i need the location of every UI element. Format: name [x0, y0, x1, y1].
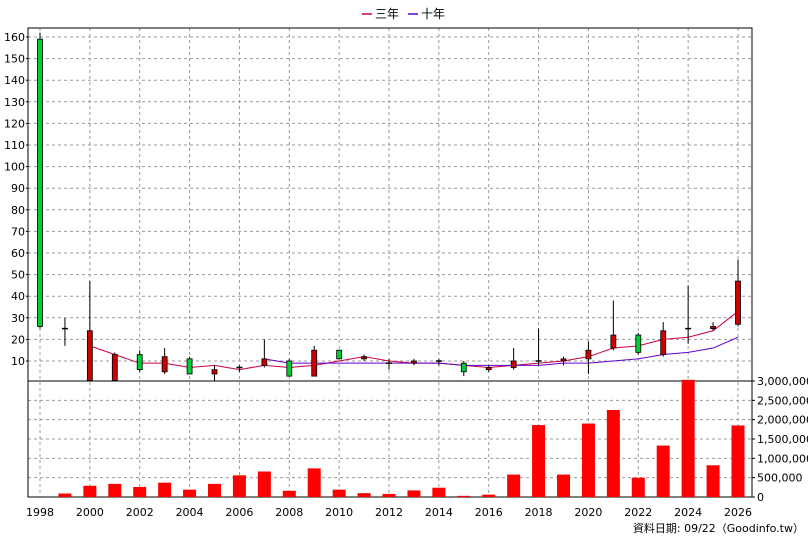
- volume-bar-2002: [133, 486, 147, 497]
- candle-body-2004: [186, 358, 193, 375]
- volume-bar-2019: [557, 474, 570, 497]
- candle-body-2000: [86, 330, 93, 381]
- price-tick-label: 110: [4, 139, 25, 152]
- volume-bar-2005: [208, 483, 221, 497]
- volume-bar-2015: [457, 495, 471, 497]
- volume-bar-2023: [656, 445, 670, 497]
- volume-bar-2000: [83, 485, 97, 497]
- volume-bar-2004: [183, 489, 197, 497]
- volume-tick-label: 3,000,000: [757, 375, 808, 388]
- x-tick-label: 2000: [76, 506, 104, 519]
- candle-body-2003: [161, 356, 168, 373]
- volume-bar-2024: [681, 379, 695, 497]
- price-tick-label: 30: [11, 312, 25, 325]
- volume-bar-2009: [307, 468, 321, 497]
- candle-body-2008: [286, 360, 293, 377]
- price-tick-label: 60: [11, 247, 25, 260]
- x-tick-label: 2018: [525, 506, 553, 519]
- volume-bar-2001: [108, 483, 122, 497]
- price-tick-label: 70: [11, 225, 25, 238]
- candle-body-2023: [660, 330, 667, 355]
- legend-label-十年: 十年: [421, 7, 445, 21]
- x-tick-label: 2008: [275, 506, 303, 519]
- x-tick-label: 2016: [475, 506, 503, 519]
- volume-bar-2006: [232, 475, 246, 497]
- price-tick-label: 10: [11, 355, 25, 368]
- x-tick-label: 2022: [624, 506, 652, 519]
- price-tick-label: 100: [4, 161, 25, 174]
- x-tick-label: 1998: [26, 506, 54, 519]
- volume-bars: [58, 379, 745, 497]
- price-tick-label: 120: [4, 117, 25, 130]
- volume-bar-2025: [706, 465, 720, 497]
- volume-tick-label: 1,000,000: [757, 452, 808, 465]
- volume-bar-2022: [631, 477, 645, 497]
- grid-lines: [28, 28, 752, 497]
- x-tick-label: 2010: [325, 506, 353, 519]
- price-tick-label: 20: [11, 333, 25, 346]
- footer-source: 資料日期: 09/22（Goodinfo.tw）: [633, 521, 804, 535]
- candle-body-2007: [261, 358, 268, 366]
- volume-tick-label: 2,000,000: [757, 414, 808, 427]
- volume-bar-1999: [58, 493, 72, 497]
- candle-body-2013: [411, 360, 417, 364]
- candle-body-2015: [460, 362, 467, 373]
- volume-bar-2017: [507, 474, 521, 497]
- candle-body-2019: [560, 358, 567, 362]
- candle-body-2009: [311, 349, 318, 377]
- volume-tick-label: 2,500,000: [757, 394, 808, 407]
- volume-tick-label: 1,500,000: [757, 433, 808, 446]
- candle-body-2020: [585, 349, 592, 360]
- volume-tick-label: 0: [757, 491, 764, 504]
- price-tick-label: 130: [4, 96, 25, 109]
- candle-body-2017: [510, 360, 517, 368]
- candlesticks: [37, 32, 741, 381]
- volume-bar-2007: [257, 471, 271, 497]
- volume-bar-2026: [731, 425, 745, 497]
- volume-bar-2012: [382, 493, 396, 497]
- candle-body-2016: [485, 367, 492, 371]
- price-tick-label: 50: [11, 269, 25, 282]
- legend-label-三年: 三年: [375, 7, 399, 21]
- x-tick-label: 2026: [724, 506, 752, 519]
- x-tick-label: 2014: [425, 506, 453, 519]
- price-tick-label: 90: [11, 182, 25, 195]
- volume-bar-2016: [482, 494, 496, 497]
- tick-labels: 10 20 30 40 50 60 70 80 90 100 110 120 130 140 150 160 0…: [4, 31, 808, 519]
- price-tick-label: 160: [4, 31, 25, 44]
- x-tick-label: 2002: [126, 506, 154, 519]
- volume-tick-label: 500,000: [757, 472, 803, 485]
- candle-body-2022: [635, 334, 642, 353]
- volume-bar-2013: [407, 490, 421, 497]
- candle-body-2026: [735, 280, 741, 325]
- volume-bar-2018: [532, 425, 546, 497]
- volume-bar-2010: [332, 489, 346, 497]
- x-tick-label: 2024: [674, 506, 702, 519]
- candle-body-1998: [37, 38, 43, 327]
- price-tick-label: 40: [11, 290, 25, 303]
- x-tick-label: 2006: [225, 506, 253, 519]
- legend: 三年 十年: [362, 7, 445, 21]
- volume-bar-2014: [432, 487, 446, 497]
- volume-bar-2021: [606, 410, 620, 497]
- volume-bar-2008: [282, 490, 296, 497]
- candle-body-2002: [136, 354, 143, 371]
- candle-body-2011: [361, 356, 367, 360]
- candle-body-2005: [211, 369, 218, 375]
- volume-bar-2003: [158, 482, 172, 497]
- candle-body-2010: [336, 349, 343, 360]
- x-tick-label: 2020: [574, 506, 602, 519]
- volume-bar-2011: [357, 493, 371, 497]
- ma-line-十年: [264, 336, 739, 366]
- volume-bar-2020: [581, 423, 595, 497]
- x-tick-label: 2012: [375, 506, 403, 519]
- candle-body-2025: [710, 326, 716, 330]
- x-tick-label: 2004: [176, 506, 204, 519]
- candle-body-2021: [610, 334, 617, 349]
- price-tick-label: 140: [4, 74, 25, 87]
- price-tick-label: 150: [4, 53, 25, 66]
- price-tick-label: 80: [11, 204, 25, 217]
- candle-body-2001: [111, 354, 118, 381]
